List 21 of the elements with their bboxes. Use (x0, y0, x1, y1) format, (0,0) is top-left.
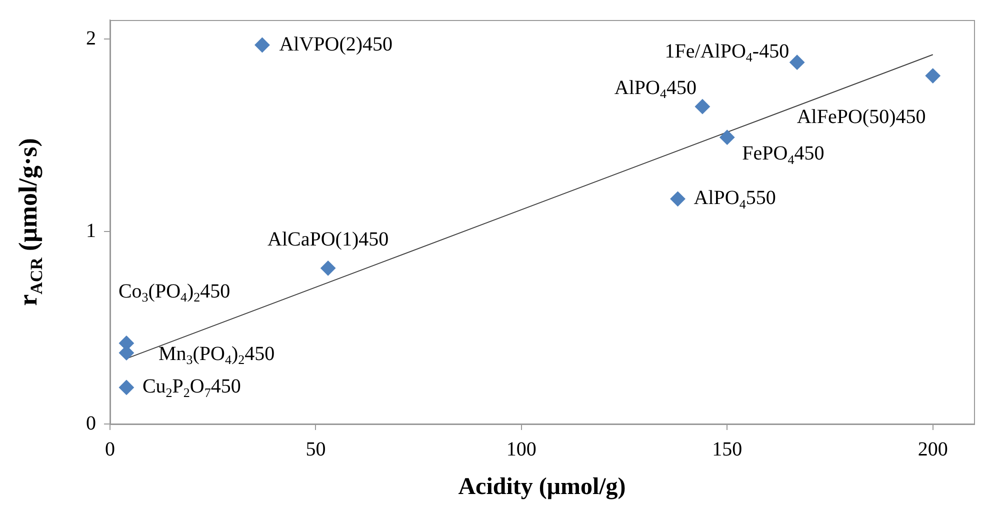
y-tick-label: 2 (86, 27, 96, 50)
annotation: AlCaPO(1)450 (268, 228, 389, 250)
y-tick-label: 1 (86, 220, 96, 242)
x-axis-title: Acidity (μmol/g) (458, 474, 626, 500)
point (790, 54, 805, 70)
x-tick-label: 100 (506, 438, 536, 460)
x-tick-label: 0 (105, 438, 115, 460)
point (320, 260, 336, 276)
annotation: AlFePO(50)450 (796, 106, 926, 128)
x-tick-label: 50 (306, 438, 326, 460)
y-axis-title: rACR (μmol/g·s) (14, 138, 46, 306)
point (118, 380, 134, 395)
point (720, 130, 735, 145)
point (925, 68, 940, 84)
x-tick-label: 200 (918, 438, 948, 460)
annotation: AlVPO(2)450 (279, 33, 393, 56)
x-tick-label: 150 (712, 438, 742, 460)
y-tick-label: 0 (86, 412, 96, 434)
point (670, 191, 686, 206)
point (254, 38, 270, 53)
point (694, 99, 710, 114)
